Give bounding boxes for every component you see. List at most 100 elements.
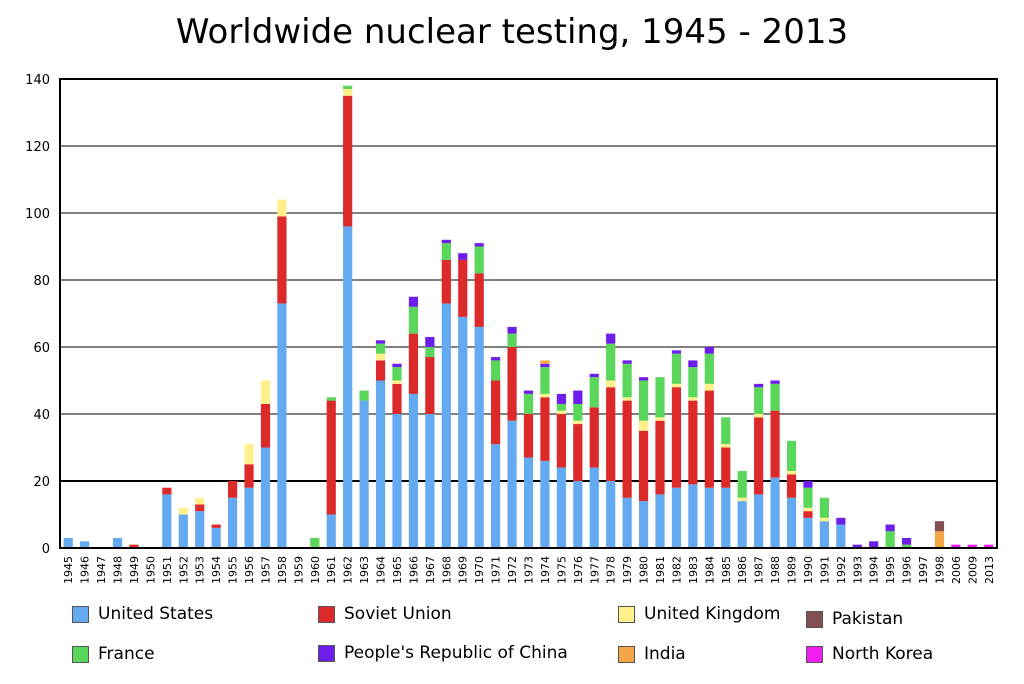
bar-1990-france — [803, 487, 813, 508]
bar-1987-people-s-republic-of-china — [754, 383, 764, 388]
legend-label-france: France — [98, 644, 155, 664]
bar-1977-france — [589, 377, 599, 408]
bar-1972-people-s-republic-of-china — [507, 326, 517, 334]
x-tick-label: 1994 — [868, 556, 881, 584]
bar-1990-people-s-republic-of-china — [803, 481, 813, 488]
x-tick-label: 1950 — [144, 556, 157, 584]
legend-label-pakistan: Pakistan — [832, 609, 904, 629]
bar-1994-people-s-republic-of-china — [869, 541, 879, 548]
bar-1996-people-s-republic-of-china — [901, 537, 912, 545]
x-tick-label: 1987 — [753, 556, 766, 584]
bar-1965-people-s-republic-of-china — [392, 363, 402, 368]
x-tick-label: 1986 — [736, 556, 749, 584]
bar-1989-united-states — [786, 497, 797, 548]
bar-1967-united-states — [425, 414, 435, 548]
x-tick-label: 2013 — [983, 556, 996, 584]
bar-1951-united-states — [162, 494, 172, 548]
bar-1979-united-states — [622, 497, 632, 548]
bar-1988-soviet-union — [770, 410, 780, 478]
bar-1987-france — [754, 387, 764, 414]
bar-1971-united-states — [491, 444, 501, 548]
x-tick-label: 1972 — [506, 556, 519, 584]
bar-1971-soviet-union — [491, 380, 501, 445]
bar-1958-united-states — [277, 303, 287, 548]
bar-1960-france — [310, 537, 320, 548]
legend-item-pakistan: Pakistan — [806, 609, 903, 629]
bar-1952-united-states — [178, 514, 188, 548]
bar-1989-united-kingdom — [786, 470, 797, 475]
bar-1963-france — [359, 390, 369, 401]
bar-1986-united-states — [737, 501, 747, 548]
y-tick-label: 80 — [33, 274, 50, 289]
x-tick-label: 1947 — [95, 556, 108, 584]
bar-1964-united-kingdom — [375, 353, 386, 361]
bar-1978-people-s-republic-of-china — [606, 333, 616, 344]
bar-1967-france — [425, 347, 435, 358]
bar-1965-united-states — [392, 414, 402, 548]
bar-1987-united-states — [754, 494, 764, 548]
x-tick-label: 1991 — [818, 556, 831, 584]
y-tick-label: 20 — [33, 475, 50, 490]
bar-1955-united-states — [228, 497, 238, 548]
bar-1953-united-kingdom — [195, 497, 205, 505]
bar-1984-france — [704, 353, 714, 384]
bar-1982-united-states — [671, 487, 682, 548]
bar-1990-united-kingdom — [803, 507, 813, 512]
bar-1976-united-kingdom — [573, 420, 583, 425]
bar-1980-france — [638, 380, 649, 421]
x-tick-label: 1967 — [424, 556, 437, 584]
bar-1972-france — [507, 333, 517, 347]
bar-1981-united-kingdom — [655, 417, 665, 421]
legend-item-united-states: United States — [72, 604, 213, 624]
bar-1965-soviet-union — [392, 383, 402, 414]
bar-1973-france — [523, 393, 534, 414]
bar-1964-france — [375, 343, 386, 354]
x-tick-label: 1993 — [851, 556, 864, 584]
bar-1955-soviet-union — [228, 481, 238, 498]
bar-1977-united-states — [589, 467, 599, 548]
bar-1957-united-kingdom — [260, 380, 271, 404]
bar-1978-soviet-union — [606, 387, 616, 481]
y-tick-label: 60 — [33, 341, 50, 356]
bar-1995-people-s-republic-of-china — [885, 524, 895, 532]
x-tick-label: 1956 — [243, 556, 256, 584]
bar-1964-soviet-union — [375, 360, 386, 381]
bar-1988-united-states — [770, 477, 780, 548]
bar-1987-soviet-union — [754, 417, 764, 495]
x-tick-label: 1961 — [325, 556, 338, 584]
bar-1967-soviet-union — [425, 357, 435, 414]
bar-1968-soviet-union — [441, 259, 451, 304]
bar-1974-people-s-republic-of-china — [540, 363, 550, 368]
legend-swatch-united-states — [72, 605, 89, 623]
bar-1970-soviet-union — [474, 273, 484, 327]
bar-1973-soviet-union — [523, 414, 534, 458]
x-tick-label: 1995 — [884, 556, 897, 584]
x-tick-label: 1951 — [161, 556, 174, 584]
bar-1953-soviet-union — [195, 504, 205, 512]
bar-1978-united-kingdom — [606, 380, 616, 388]
x-tick-label: 1949 — [128, 556, 141, 584]
bar-1971-people-s-republic-of-china — [491, 357, 501, 361]
x-tick-label: 1976 — [572, 556, 585, 584]
bar-1954-united-states — [211, 527, 221, 548]
x-tick-label: 2009 — [966, 556, 979, 584]
bar-1964-united-states — [375, 380, 386, 548]
x-tick-label: 1998 — [933, 556, 946, 584]
bar-1961-united-states — [326, 514, 336, 548]
x-tick-label: 1989 — [786, 556, 799, 584]
bar-1970-france — [474, 246, 484, 274]
bar-1953-united-states — [195, 511, 205, 548]
bar-1945-united-states — [63, 537, 73, 548]
x-tick-label: 1958 — [276, 556, 289, 584]
x-tick-label: 2006 — [950, 556, 963, 584]
bar-1946-united-states — [80, 541, 90, 548]
x-tick-label: 1960 — [309, 556, 322, 584]
bar-1969-people-s-republic-of-china — [458, 253, 468, 260]
legend-item-north-korea: North Korea — [806, 644, 933, 664]
bar-1984-united-kingdom — [704, 383, 714, 391]
x-tick-label: 1946 — [79, 556, 92, 584]
bar-1966-soviet-union — [408, 333, 419, 394]
x-tick-label: 1971 — [490, 556, 503, 584]
legend-item-india: India — [618, 644, 686, 664]
x-tick-label: 1962 — [342, 556, 355, 584]
